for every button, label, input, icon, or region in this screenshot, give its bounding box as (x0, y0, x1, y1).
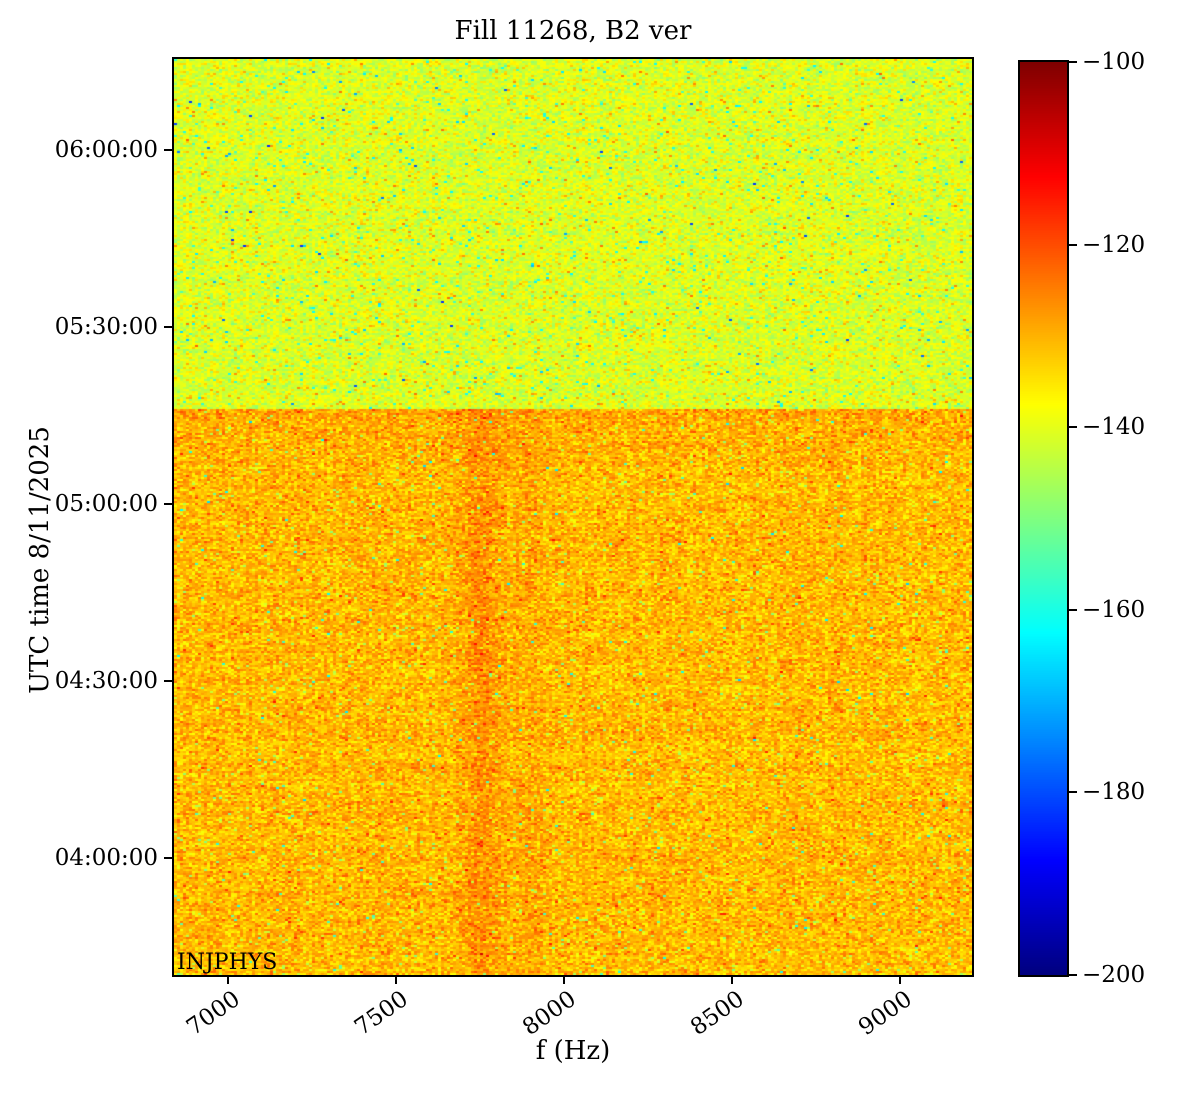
spectrogram-heatmap (174, 59, 972, 975)
colorbar-tick-label: −200 (1082, 962, 1146, 988)
beam-mode-annotation: INJPHYS (177, 950, 278, 975)
y-tick-label: 05:00:00 (54, 491, 158, 518)
colorbar-tick-mark (1069, 426, 1077, 429)
colorbar-tick-label: −180 (1082, 779, 1146, 806)
x-tick-mark (227, 976, 230, 984)
y-tick-mark (164, 148, 172, 151)
y-tick-mark (164, 503, 172, 506)
y-tick-label: 06:00:00 (54, 136, 158, 163)
y-tick-label: 04:30:00 (54, 668, 158, 695)
colorbar (1018, 60, 1069, 977)
colorbar-tick-mark (1069, 243, 1077, 246)
y-tick-label: 04:00:00 (54, 845, 158, 872)
plot-area: INJPHYS (172, 57, 974, 977)
y-tick-mark (164, 680, 172, 683)
y-axis-label: UTC time 8/11/2025 (25, 426, 55, 694)
y-tick-label: 05:30:00 (54, 313, 158, 340)
colorbar-gradient (1020, 62, 1067, 975)
x-tick-mark (898, 976, 901, 984)
colorbar-tick-mark (1069, 974, 1077, 976)
y-tick-mark (164, 857, 172, 860)
x-tick-mark (395, 976, 398, 984)
colorbar-tick-label: −140 (1082, 414, 1146, 441)
colorbar-tick-mark (1069, 791, 1077, 794)
y-tick-mark (164, 325, 172, 328)
chart-title: Fill 11268, B2 ver (454, 16, 692, 46)
colorbar-tick-label: −120 (1082, 231, 1146, 258)
x-axis-label: f (Hz) (535, 1036, 611, 1066)
x-tick-mark (563, 976, 566, 984)
colorbar-tick-label: −100 (1082, 49, 1146, 75)
colorbar-tick-mark (1069, 608, 1077, 611)
colorbar-tick-label: −160 (1082, 596, 1146, 623)
colorbar-tick-mark (1069, 61, 1077, 63)
x-tick-mark (730, 976, 733, 984)
